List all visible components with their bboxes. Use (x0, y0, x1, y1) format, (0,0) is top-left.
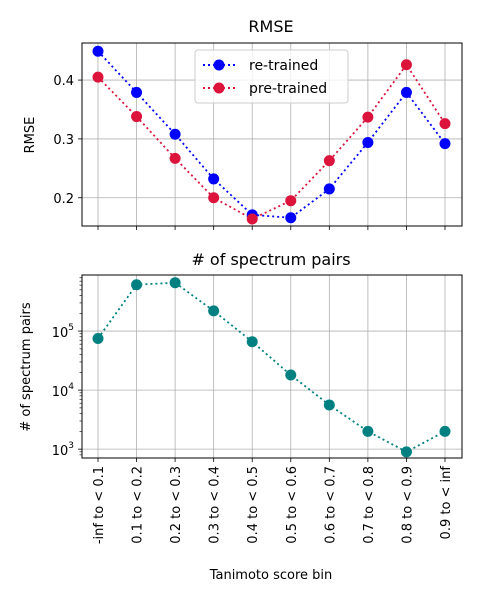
rmse-point-0 (285, 212, 297, 224)
legend-label-pretrained: pre-trained (249, 81, 327, 97)
rmse-point-1 (208, 192, 220, 204)
rmse-point-0 (169, 128, 181, 140)
pairs-y-tick-label: 105 (52, 323, 74, 341)
legend-box (194, 49, 349, 104)
rmse-point-1 (285, 195, 297, 207)
pairs-y-tick-base: 10 (52, 326, 69, 341)
pairs-point (285, 369, 297, 381)
rmse-point-0 (208, 173, 220, 185)
pairs-x-tick-label: 0.4 to < 0.5 (246, 466, 261, 544)
legend-marker-retrained (213, 59, 225, 71)
rmse-point-1 (439, 118, 451, 130)
pairs-y-label: # of spectrum pairs (19, 302, 34, 432)
legend-label-retrained: re-trained (249, 58, 318, 74)
rmse-point-1 (323, 155, 335, 167)
pairs-x-tick-label: 0.2 to < 0.3 (169, 466, 184, 544)
rmse-point-0 (400, 86, 412, 98)
rmse-y-tick-label: 0.2 (53, 192, 74, 207)
pairs-y-tick-exponent: 3 (68, 441, 74, 451)
pairs-series (92, 277, 451, 458)
pairs-point (208, 305, 220, 317)
rmse-point-1 (400, 59, 412, 71)
rmse-point-0 (362, 136, 374, 148)
pairs-x-tick-label: -inf to < 0.1 (92, 466, 107, 544)
legend-marker-pretrained (213, 82, 225, 94)
pairs-point (92, 332, 104, 344)
rmse-point-0 (323, 183, 335, 195)
pairs-x-tick-label: 0.9 to < inf (439, 466, 454, 540)
rmse-x-ticks (97, 226, 446, 230)
pairs-x-tick-label: 0.6 to < 0.7 (323, 466, 338, 544)
rmse-y-ticks: 0.2 0.3 0.4 (53, 74, 82, 207)
pairs-grid (82, 275, 462, 458)
pairs-x-tick-label: 0.1 to < 0.2 (131, 466, 146, 544)
pairs-x-label: Tanimoto score bin (209, 568, 333, 583)
rmse-y-label: RMSE (23, 117, 38, 154)
pairs-x-tick-label: 0.8 to < 0.9 (400, 466, 415, 544)
pairs-x-ticks: -inf to < 0.1 0.1 to < 0.2 0.2 to < 0.3 0.3… (92, 458, 454, 544)
pairs-y-tick-label: 103 (52, 441, 74, 459)
pairs-title: # of spectrum pairs (191, 250, 350, 269)
rmse-axes-frame (81, 42, 463, 227)
pairs-y-tick-label: 104 (52, 382, 75, 400)
pairs-point (246, 336, 258, 348)
pairs-x-tick-label: 0.5 to < 0.6 (285, 466, 300, 544)
pairs-series-line (97, 281, 446, 453)
pairs-x-tick-label: 0.3 to < 0.4 (208, 466, 223, 544)
rmse-point-0 (131, 86, 143, 98)
rmse-series (92, 45, 451, 225)
rmse-point-0 (92, 45, 104, 57)
pairs-y-tick-base: 10 (52, 444, 69, 459)
pairs-y-tick-exponent: 5 (68, 323, 74, 333)
rmse-y-tick-label: 0.3 (53, 133, 74, 148)
pairs-axes-frame (81, 274, 463, 459)
rmse-y-tick-label: 0.4 (53, 74, 74, 89)
pairs-point (439, 425, 451, 437)
pairs-point (362, 425, 374, 437)
rmse-point-1 (246, 213, 258, 225)
pairs-point (323, 399, 335, 411)
pairs-point (131, 279, 143, 291)
rmse-series-line-1 (97, 63, 446, 220)
rmse-point-1 (92, 71, 104, 83)
rmse-point-1 (169, 152, 181, 164)
rmse-legend: re-trained pre-trained (194, 49, 349, 104)
pairs-x-tick-label: 0.7 to < 0.8 (362, 466, 377, 544)
rmse-point-1 (362, 111, 374, 123)
pairs-point (169, 277, 181, 289)
rmse-point-0 (439, 138, 451, 150)
pairs-panel: # of spectrum pairs # of spectrum pairs … (19, 250, 463, 583)
pairs-point (400, 446, 412, 458)
pairs-y-tick-exponent: 4 (68, 382, 74, 392)
rmse-panel: RMSE RMSE 0.2 0.3 0.4 re-trained pre-train… (23, 17, 463, 230)
rmse-point-1 (131, 111, 143, 123)
rmse-title: RMSE (248, 17, 293, 36)
pairs-y-tick-base: 10 (52, 385, 69, 400)
